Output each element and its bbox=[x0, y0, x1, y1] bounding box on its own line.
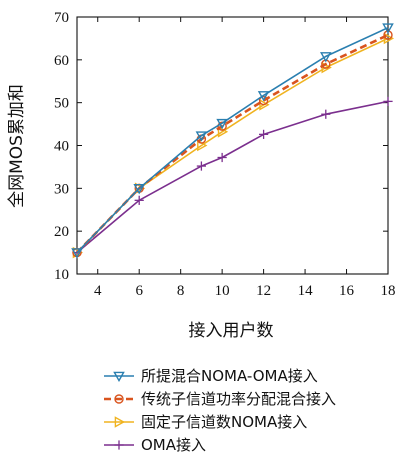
data-point-2-3 bbox=[217, 125, 229, 138]
data-point-0-6 bbox=[382, 23, 394, 34]
series-line-0 bbox=[76, 26, 389, 254]
data-point-0-3 bbox=[216, 118, 228, 130]
legend-label-2: 固定子信道数NOMA接入 bbox=[141, 413, 307, 431]
y-tick-label: 20 bbox=[54, 224, 69, 240]
legend-marker-2 bbox=[114, 416, 126, 428]
legend-marker-0 bbox=[113, 371, 125, 383]
x-tick-label: 16 bbox=[339, 283, 355, 299]
y-tick-label: 70 bbox=[54, 10, 69, 26]
series-0 bbox=[71, 23, 394, 259]
data-point-1-4 bbox=[258, 95, 269, 106]
legend-item-1: 传统子信道功率分配混合接入 bbox=[104, 390, 336, 408]
y-tick-label: 50 bbox=[54, 96, 69, 112]
data-point-3-6 bbox=[383, 96, 393, 106]
data-point-3-5 bbox=[321, 109, 331, 119]
x-tick-label: 8 bbox=[177, 283, 185, 299]
series-line-1 bbox=[76, 33, 389, 254]
x-tick-label: 6 bbox=[135, 283, 143, 299]
x-tick-label: 18 bbox=[381, 283, 396, 299]
data-point-2-4 bbox=[259, 99, 270, 111]
x-tick-label: 4 bbox=[94, 283, 102, 299]
data-point-3-3 bbox=[217, 152, 227, 163]
x-tick-label: 12 bbox=[256, 283, 271, 299]
data-point-0-0 bbox=[71, 248, 83, 259]
legend-item-2: 固定子信道数NOMA接入 bbox=[104, 413, 307, 431]
legend-item-3: OMA接入 bbox=[104, 436, 206, 453]
legend-label-0: 所提混合NOMA-OMA接入 bbox=[141, 367, 318, 385]
legend-marker-3 bbox=[114, 440, 124, 450]
data-point-3-4 bbox=[259, 129, 269, 139]
series-2 bbox=[72, 32, 395, 259]
legend-item-0: 所提混合NOMA-OMA接入 bbox=[104, 367, 318, 385]
y-tick-label: 40 bbox=[54, 139, 69, 155]
data-point-0-5 bbox=[320, 52, 332, 63]
series-1 bbox=[72, 30, 393, 258]
y-tick-label: 30 bbox=[54, 181, 69, 197]
x-tick-label: 14 bbox=[298, 283, 314, 299]
plot-series bbox=[71, 23, 395, 259]
legend-marker-1 bbox=[114, 394, 124, 404]
data-point-0-4 bbox=[257, 91, 270, 102]
series-line-2 bbox=[76, 37, 389, 254]
x-tick-label: 10 bbox=[215, 283, 230, 299]
y-tick-label: 10 bbox=[54, 267, 69, 283]
y-axis-label: 全网MOS累加和 bbox=[7, 84, 27, 208]
legend-label-3: OMA接入 bbox=[141, 436, 206, 453]
data-point-3-1 bbox=[134, 195, 144, 205]
axes: 10 20 30 40 50 60 70 4 6 8 10 12 14 16 18 bbox=[54, 10, 396, 299]
x-axis-label: 接入用户数 bbox=[189, 321, 274, 341]
data-point-2-6 bbox=[383, 32, 395, 45]
data-point-0-2 bbox=[195, 131, 208, 142]
y-tick-label: 60 bbox=[54, 53, 69, 69]
legend-label-1: 传统子信道功率分配混合接入 bbox=[141, 390, 336, 408]
data-point-0-1 bbox=[133, 184, 145, 195]
data-point-3-2 bbox=[196, 161, 206, 171]
